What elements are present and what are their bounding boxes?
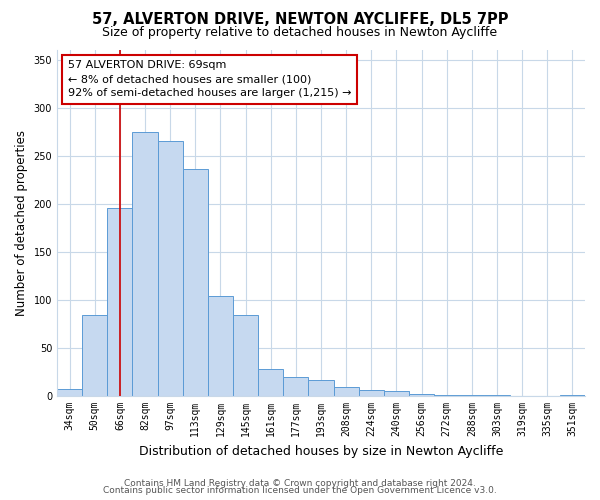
Text: Size of property relative to detached houses in Newton Aycliffe: Size of property relative to detached ho… bbox=[103, 26, 497, 39]
Bar bbox=[359, 390, 384, 396]
Bar bbox=[334, 388, 359, 396]
Bar bbox=[409, 394, 434, 396]
Bar bbox=[57, 390, 82, 396]
Y-axis label: Number of detached properties: Number of detached properties bbox=[15, 130, 28, 316]
X-axis label: Distribution of detached houses by size in Newton Aycliffe: Distribution of detached houses by size … bbox=[139, 444, 503, 458]
Bar bbox=[233, 316, 258, 396]
Bar bbox=[283, 377, 308, 396]
Bar bbox=[560, 395, 585, 396]
Text: 57 ALVERTON DRIVE: 69sqm
← 8% of detached houses are smaller (100)
92% of semi-d: 57 ALVERTON DRIVE: 69sqm ← 8% of detache… bbox=[68, 60, 351, 98]
Bar bbox=[107, 208, 133, 396]
Bar bbox=[82, 316, 107, 396]
Bar bbox=[484, 395, 509, 396]
Bar bbox=[158, 142, 183, 396]
Text: Contains public sector information licensed under the Open Government Licence v3: Contains public sector information licen… bbox=[103, 486, 497, 495]
Bar bbox=[133, 132, 158, 396]
Bar bbox=[183, 169, 208, 396]
Text: 57, ALVERTON DRIVE, NEWTON AYCLIFFE, DL5 7PP: 57, ALVERTON DRIVE, NEWTON AYCLIFFE, DL5… bbox=[92, 12, 508, 28]
Bar bbox=[258, 369, 283, 396]
Bar bbox=[308, 380, 334, 396]
Bar bbox=[208, 296, 233, 396]
Bar bbox=[459, 395, 484, 396]
Text: Contains HM Land Registry data © Crown copyright and database right 2024.: Contains HM Land Registry data © Crown c… bbox=[124, 478, 476, 488]
Bar bbox=[434, 395, 459, 396]
Bar bbox=[384, 391, 409, 396]
